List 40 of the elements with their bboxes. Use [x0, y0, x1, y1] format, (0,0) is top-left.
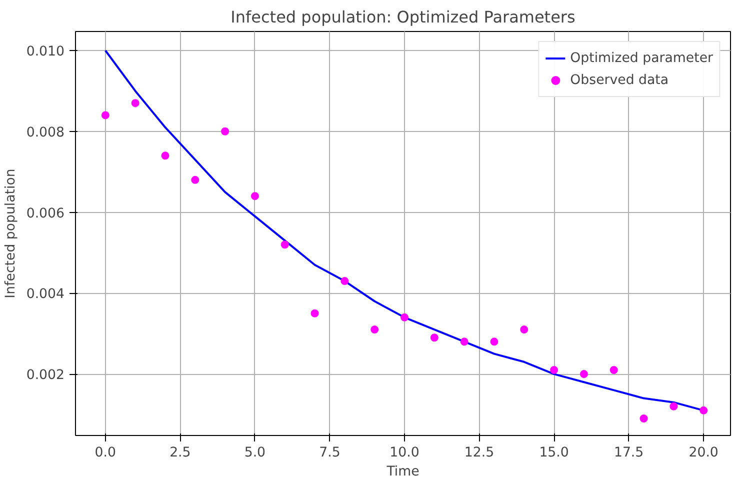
point: [610, 366, 618, 374]
y-tick-label: 0.008: [26, 125, 64, 140]
x-tick-label: 7.5: [319, 446, 340, 460]
x-tick-label: 2.5: [170, 446, 191, 460]
x-tick-label: 10.0: [390, 446, 420, 460]
point: [700, 406, 708, 414]
point: [340, 277, 349, 286]
y-tick-label: 0.006: [26, 206, 64, 222]
point: [250, 192, 259, 200]
point: [520, 326, 528, 334]
legend-label: Optimized parameter: [570, 50, 713, 66]
x-tick-label: 5.0: [244, 446, 266, 460]
x-tick-label: 0.0: [94, 446, 116, 460]
point: [161, 152, 170, 160]
x-tick-label: 15.0: [539, 446, 569, 460]
y-tick-label: 0.004: [26, 287, 64, 302]
y-tick-label: 0.010: [26, 44, 64, 60]
point: [280, 240, 289, 249]
point: [670, 402, 678, 410]
y-tick-label: 0.002: [26, 368, 64, 384]
x-axis-title: Time: [386, 464, 420, 480]
point: [221, 127, 230, 136]
chart-title: Infected population: Optimized Parameters: [230, 8, 576, 26]
x-tick-label: 20.0: [688, 446, 718, 460]
point: [131, 99, 140, 108]
point: [640, 414, 648, 423]
point: [430, 334, 438, 342]
x-tick-label: 12.5: [464, 446, 494, 460]
point: [490, 338, 498, 346]
point: [460, 338, 468, 346]
point: [550, 366, 558, 374]
point: [310, 309, 319, 318]
point: [580, 370, 588, 378]
point: [191, 176, 200, 184]
y-axis-title: Infected population: [3, 168, 18, 298]
point: [101, 111, 110, 120]
point: [400, 313, 408, 322]
point: [370, 326, 379, 334]
x-tick-label: 17.5: [614, 446, 644, 460]
legend-label: Observed data: [570, 72, 669, 88]
